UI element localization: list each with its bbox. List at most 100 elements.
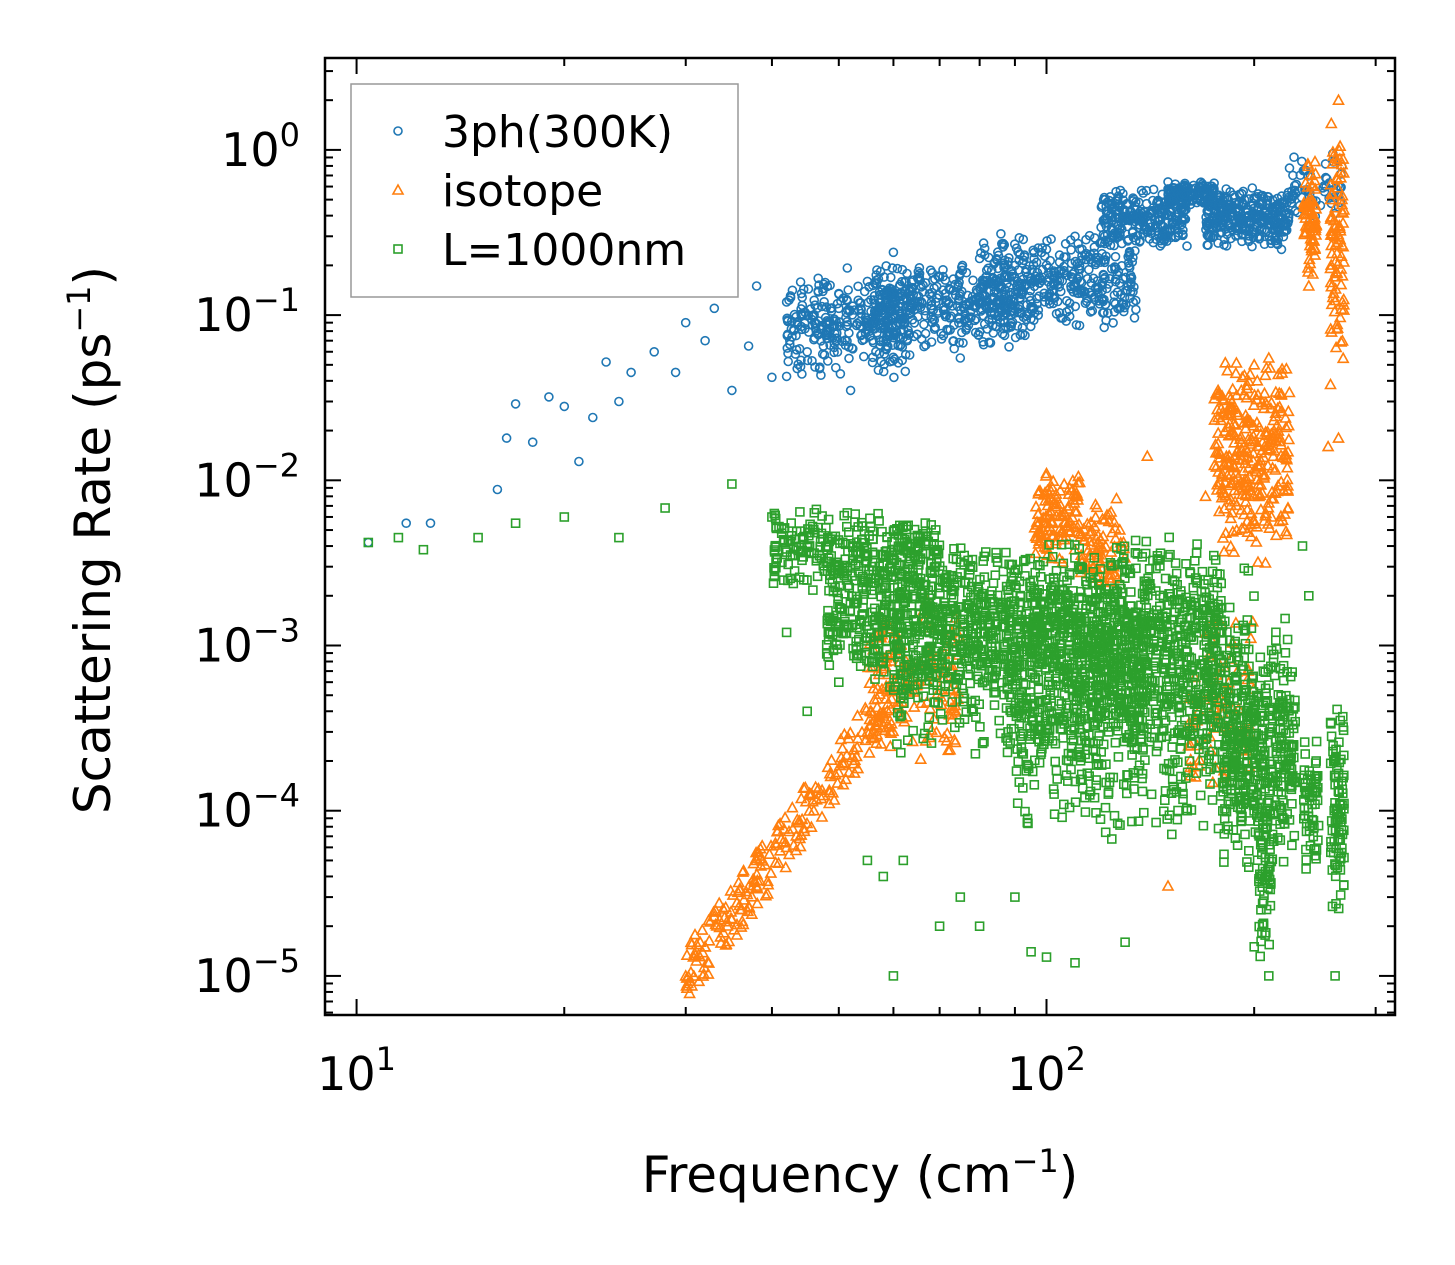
data-point [1148,184,1159,195]
data-point [835,368,846,379]
data-point [953,295,964,306]
data-point [1101,201,1111,212]
data-point [817,349,828,359]
data-point [1238,186,1249,197]
data-point [1037,264,1048,275]
data-point [816,320,827,331]
data-point [1028,259,1039,270]
data-point [905,303,916,313]
data-point [888,295,898,306]
data-point [829,347,839,358]
data-point [1098,308,1108,318]
data-point [906,294,917,305]
data-point [1108,230,1119,241]
data-point [964,300,975,311]
data-point [1197,179,1208,189]
data-point [1046,234,1056,244]
data-point [926,291,937,302]
data-point [938,330,949,341]
data-point [784,295,794,306]
data-point [1203,240,1213,250]
data-point [1087,306,1098,316]
data-point [1259,239,1270,249]
data-point [981,265,992,276]
data-point [1049,280,1059,290]
data-point [781,297,792,307]
data-point [1202,206,1212,216]
data-point [965,306,976,317]
data-point [973,329,984,340]
data-point [1066,245,1076,255]
data-point [882,290,893,301]
data-point [1138,188,1148,198]
data-point [1004,341,1014,352]
data-point [1212,212,1222,222]
data-point [936,328,947,339]
data-point [858,351,869,362]
data-point [1097,200,1107,211]
data-point [958,338,968,348]
data-point [1187,189,1198,199]
data-point [974,253,985,264]
data-point [1271,235,1282,246]
data-point [844,353,854,364]
data-point [999,240,1010,250]
data-point [874,335,885,345]
data-point [1096,257,1106,268]
data-point [1221,210,1231,221]
data-point [926,297,937,307]
data-point [1249,214,1259,224]
data-point [702,934,716,946]
data-point [847,343,857,353]
data-point [695,923,709,935]
data-point [802,346,813,357]
data-point [1164,210,1174,221]
data-point [787,285,798,296]
data-point [914,268,925,279]
data-point [859,286,870,297]
data-point [1117,238,1127,249]
data-point [1274,224,1285,234]
data-point [1167,182,1178,193]
data-point [975,292,985,302]
data-point [1221,203,1232,214]
data-point [709,303,720,314]
data-point [1277,210,1288,221]
data-point [1057,275,1068,286]
data-point [1091,257,1101,268]
data-point [989,257,1000,267]
data-point [1110,251,1121,262]
data-point [1217,194,1228,205]
data-point [1237,236,1247,247]
data-point [966,312,976,323]
data-point [1096,222,1106,233]
data-point [614,396,624,407]
data-point [510,399,521,409]
data-point [1249,224,1259,235]
data-point [1262,191,1273,202]
data-point [1071,320,1082,330]
data-point [820,277,831,288]
data-point [836,741,849,754]
data-point [822,327,833,338]
data-point [841,321,852,332]
data-point [1034,291,1044,302]
data-point [1170,223,1180,234]
data-point [1017,328,1028,339]
data-point [889,372,899,383]
data-point [1115,303,1125,314]
data-point [751,281,762,291]
data-point [813,287,824,297]
data-point [1178,230,1188,241]
data-point [781,371,792,382]
data-point [822,333,832,344]
data-point [816,301,827,312]
data-point [1213,238,1223,248]
data-point [778,811,792,823]
data-point [1118,274,1128,284]
data-point [1247,183,1258,193]
data-point [1077,244,1087,254]
data-point [1319,186,1330,197]
data-point [1002,271,1013,281]
data-point [879,316,890,327]
